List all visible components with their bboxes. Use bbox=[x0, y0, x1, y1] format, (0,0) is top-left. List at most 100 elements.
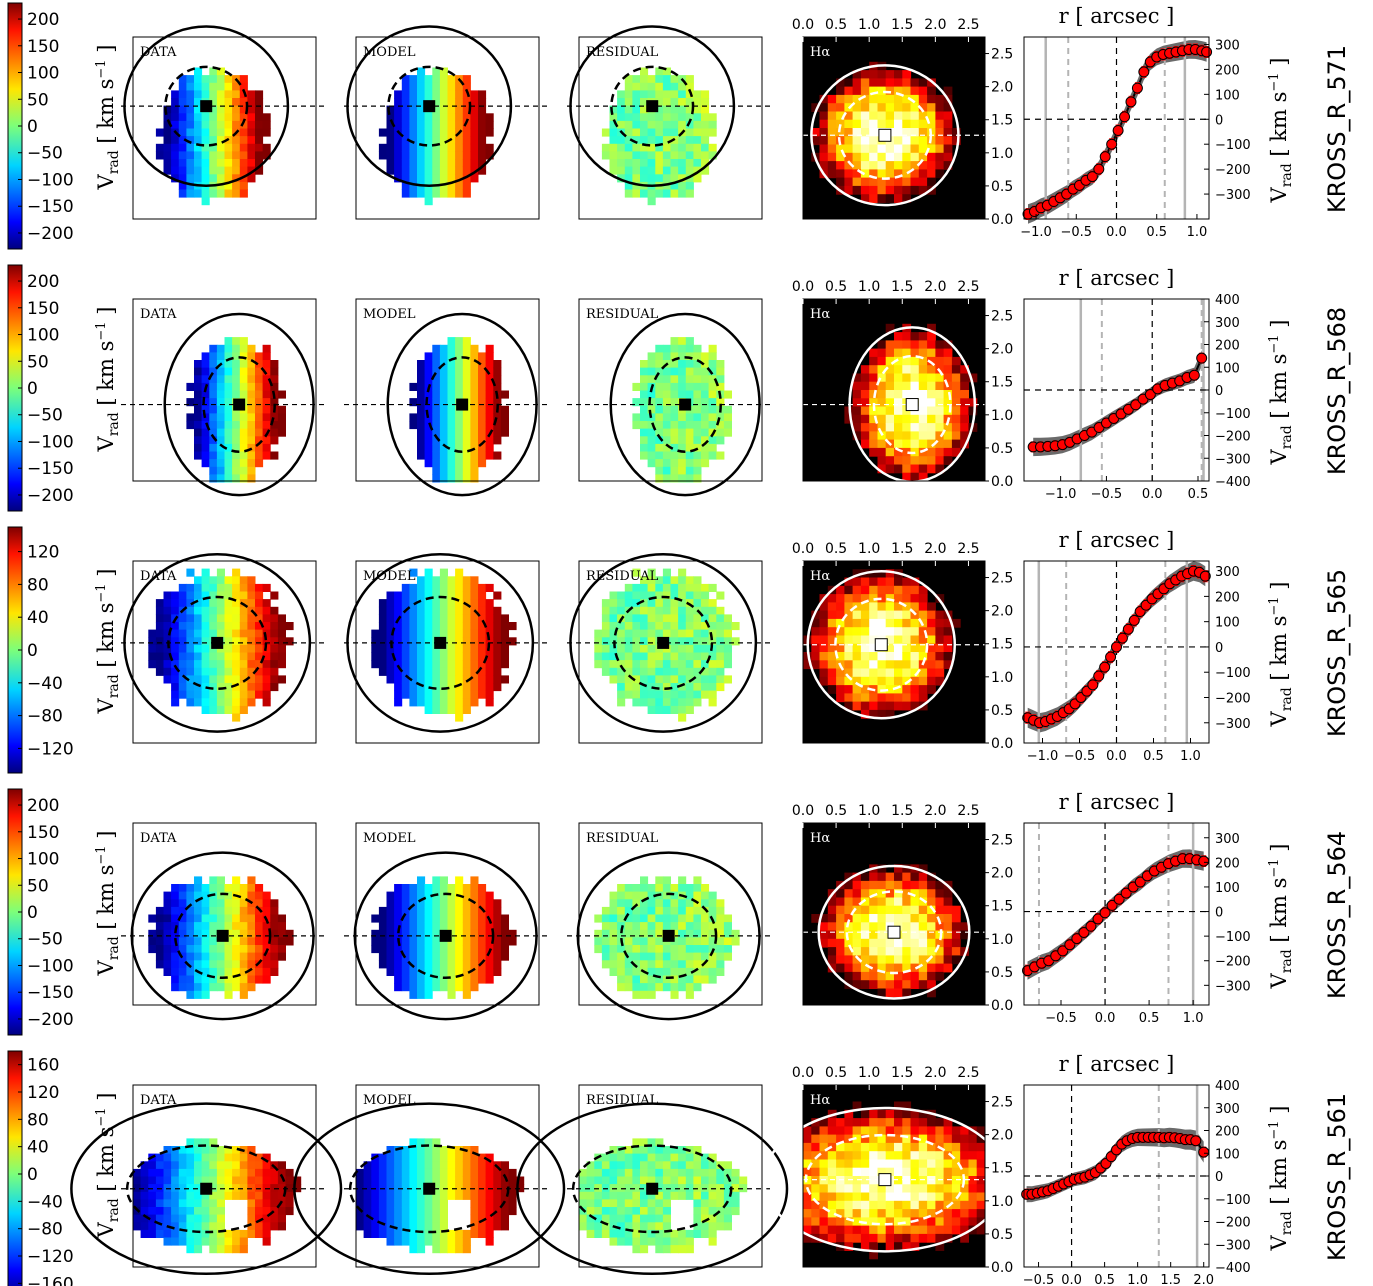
map-pixel bbox=[701, 937, 710, 946]
halpha-pixel bbox=[927, 86, 936, 96]
halpha-pixel bbox=[869, 111, 878, 121]
map-pixel bbox=[493, 360, 502, 369]
halpha-pixel bbox=[918, 930, 928, 940]
map-pixel bbox=[647, 891, 656, 900]
halpha-pixel bbox=[918, 938, 928, 948]
rc-y-tick-label: 0 bbox=[1215, 384, 1223, 399]
center-marker bbox=[423, 100, 436, 113]
halpha-pixel bbox=[927, 905, 936, 915]
halpha-pixel bbox=[910, 643, 920, 653]
map-pixel bbox=[432, 113, 441, 122]
map-pixel bbox=[470, 1214, 479, 1223]
rc-y-tick-label: −100 bbox=[1215, 666, 1251, 681]
map-pixel bbox=[693, 90, 702, 99]
map-pixel bbox=[201, 75, 210, 84]
map-pixel bbox=[647, 375, 656, 384]
map-pixel bbox=[239, 705, 248, 714]
map-pixel bbox=[216, 143, 225, 152]
map-pixel bbox=[417, 67, 426, 76]
map-pixel bbox=[232, 690, 241, 699]
halpha-pixel bbox=[951, 955, 961, 965]
map-pixel bbox=[447, 660, 456, 669]
map-pixel bbox=[239, 120, 248, 129]
map-pixel bbox=[678, 622, 687, 631]
map-pixel bbox=[662, 683, 671, 692]
map-pixel bbox=[647, 136, 656, 145]
map-pixel bbox=[285, 637, 294, 646]
halpha-pixel bbox=[885, 169, 895, 179]
map-pixel bbox=[409, 105, 418, 114]
halpha-pixel bbox=[877, 627, 887, 636]
map-pixel bbox=[216, 568, 225, 577]
map-pixel bbox=[262, 360, 271, 369]
halpha-pixel bbox=[927, 78, 936, 88]
halpha-pixel bbox=[960, 414, 969, 424]
map-pixel bbox=[201, 576, 210, 585]
map-pixel bbox=[462, 929, 471, 938]
rc-y-tick-label: 100 bbox=[1215, 616, 1240, 631]
map-pixel bbox=[194, 983, 203, 992]
halpha-pixel bbox=[935, 423, 945, 432]
halpha-pixel bbox=[951, 447, 961, 457]
map-pixel bbox=[478, 166, 487, 175]
map-pixel bbox=[239, 143, 248, 152]
map-pixel bbox=[209, 591, 218, 600]
map-pixel bbox=[194, 583, 203, 592]
map-pixel bbox=[356, 1168, 365, 1177]
map-pixel bbox=[455, 914, 464, 923]
halpha-pixel bbox=[852, 594, 862, 603]
map-pixel bbox=[662, 90, 671, 99]
map-pixel bbox=[224, 143, 233, 152]
colorbar-axis-label: Vrad [ km s−1 ] bbox=[94, 831, 122, 977]
map-pixel bbox=[378, 629, 387, 638]
map-pixel bbox=[723, 644, 732, 653]
map-pixel bbox=[670, 576, 679, 585]
map-pixel bbox=[216, 166, 225, 175]
map-pixel bbox=[601, 914, 610, 923]
halpha-pixel bbox=[869, 643, 878, 653]
map-pixel bbox=[255, 975, 264, 984]
map-pixel bbox=[640, 82, 649, 91]
map-pixel bbox=[708, 606, 717, 615]
map-pixel bbox=[424, 637, 433, 646]
map-pixel bbox=[432, 90, 441, 99]
map-pixel bbox=[455, 937, 464, 946]
outer-ellipse bbox=[70, 1102, 343, 1276]
rotation-curve: −1.0 −0.5 0.0 0.54003002001000−100−200−300−… bbox=[1023, 266, 1295, 502]
map-pixel bbox=[140, 1184, 149, 1193]
halpha-pixel bbox=[918, 94, 928, 104]
map-pixel bbox=[716, 967, 725, 976]
halpha-pixel bbox=[885, 914, 895, 923]
map-pixel bbox=[201, 983, 210, 992]
map-pixel bbox=[277, 644, 286, 653]
map-pixel bbox=[209, 98, 218, 107]
map-pixel bbox=[447, 113, 456, 122]
map-pixel bbox=[647, 960, 656, 969]
map-pixel bbox=[640, 75, 649, 84]
map-pixel bbox=[224, 1176, 233, 1185]
map-pixel bbox=[401, 937, 410, 946]
halpha-pixel bbox=[819, 152, 829, 162]
halpha-pixel bbox=[927, 963, 936, 973]
map-pixel bbox=[693, 105, 702, 114]
halpha-pixel bbox=[860, 938, 870, 948]
map-pixel bbox=[470, 637, 479, 646]
map-pixel bbox=[163, 136, 172, 145]
map-pixel bbox=[708, 398, 717, 407]
halpha-pixel bbox=[902, 185, 912, 195]
map-pixel bbox=[601, 952, 610, 961]
map-pixel bbox=[262, 606, 271, 615]
map-pixel bbox=[624, 82, 633, 91]
map-pixel bbox=[171, 1214, 180, 1223]
map-pixel bbox=[447, 82, 456, 91]
map-pixel bbox=[478, 390, 487, 399]
map-pixel bbox=[171, 884, 180, 893]
map-pixel bbox=[655, 174, 664, 183]
map-pixel bbox=[455, 1168, 464, 1177]
rc-y-axis-label: Vrad [ km s−1 ] bbox=[1267, 320, 1295, 466]
map-pixel bbox=[447, 675, 456, 684]
halpha-pixel bbox=[927, 447, 936, 457]
halpha-pixel bbox=[910, 439, 920, 449]
halpha-pixel bbox=[943, 627, 953, 636]
